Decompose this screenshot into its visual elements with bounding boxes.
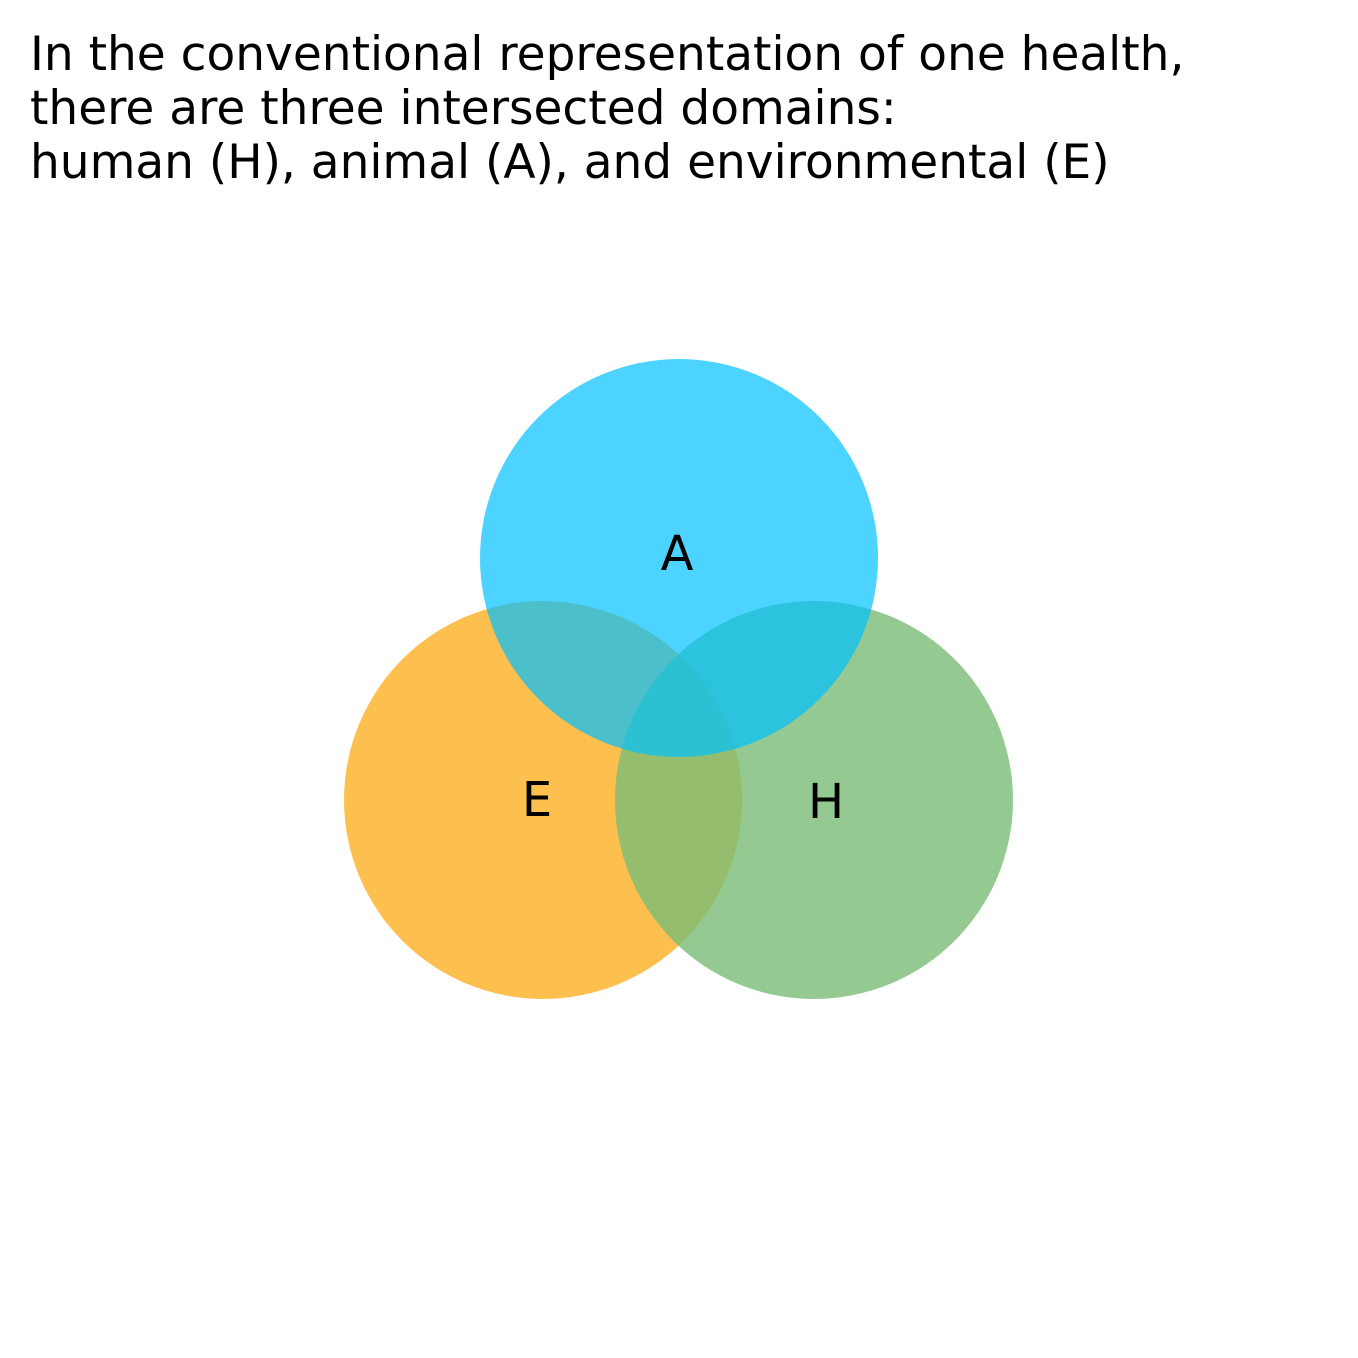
caption-line-2: there are three intersected domains: <box>30 81 897 136</box>
animal-label: A <box>661 526 694 582</box>
environment-label: E <box>522 772 552 828</box>
caption-line-1: In the conventional representation of on… <box>30 27 1185 82</box>
human-label: H <box>808 774 844 830</box>
animal-circle <box>480 359 878 757</box>
caption: In the conventional representation of on… <box>30 28 1184 190</box>
caption-line-3: human (H), animal (A), and environmental… <box>30 135 1110 190</box>
